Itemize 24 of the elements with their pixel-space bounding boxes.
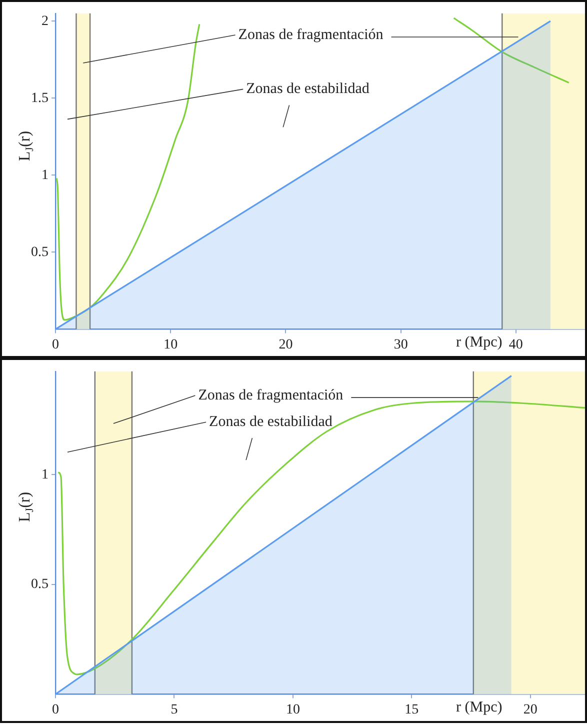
annotation: Zonas de fragmentación: [238, 26, 384, 43]
y-tick-label: 0.5: [31, 244, 48, 260]
y-tick-label: 1.5: [31, 90, 48, 106]
y-tick-label: 0.5: [31, 577, 48, 592]
y-axis-title: LJ(r): [16, 492, 36, 522]
annotation: Zonas de fragmentación: [198, 387, 344, 404]
x-tick-label: 15: [404, 702, 419, 718]
y-tick-label: 1: [42, 168, 48, 183]
x-axis-title: r (Mpc): [456, 334, 502, 351]
x-tick-label: 10: [286, 702, 300, 718]
x-tick-label: 10: [164, 337, 178, 352]
x-tick-label: 20: [523, 702, 538, 718]
x-axis-title: r (Mpc): [456, 700, 502, 716]
y-tick-label: 1: [42, 467, 48, 482]
x-tick-label: 30: [394, 337, 408, 352]
x-tick-label: 0: [52, 337, 59, 352]
x-tick-label: 5: [170, 702, 178, 718]
annotation: Zonas de estabilidad: [209, 414, 333, 430]
y-axis-title: LJ(r): [16, 130, 36, 162]
x-tick-label: 20: [278, 337, 293, 352]
annotation: Zonas de estabilidad: [246, 81, 370, 98]
x-tick-label: 40: [508, 337, 523, 352]
x-tick-label: 0: [52, 702, 59, 718]
y-tick-label: 2: [42, 14, 48, 29]
